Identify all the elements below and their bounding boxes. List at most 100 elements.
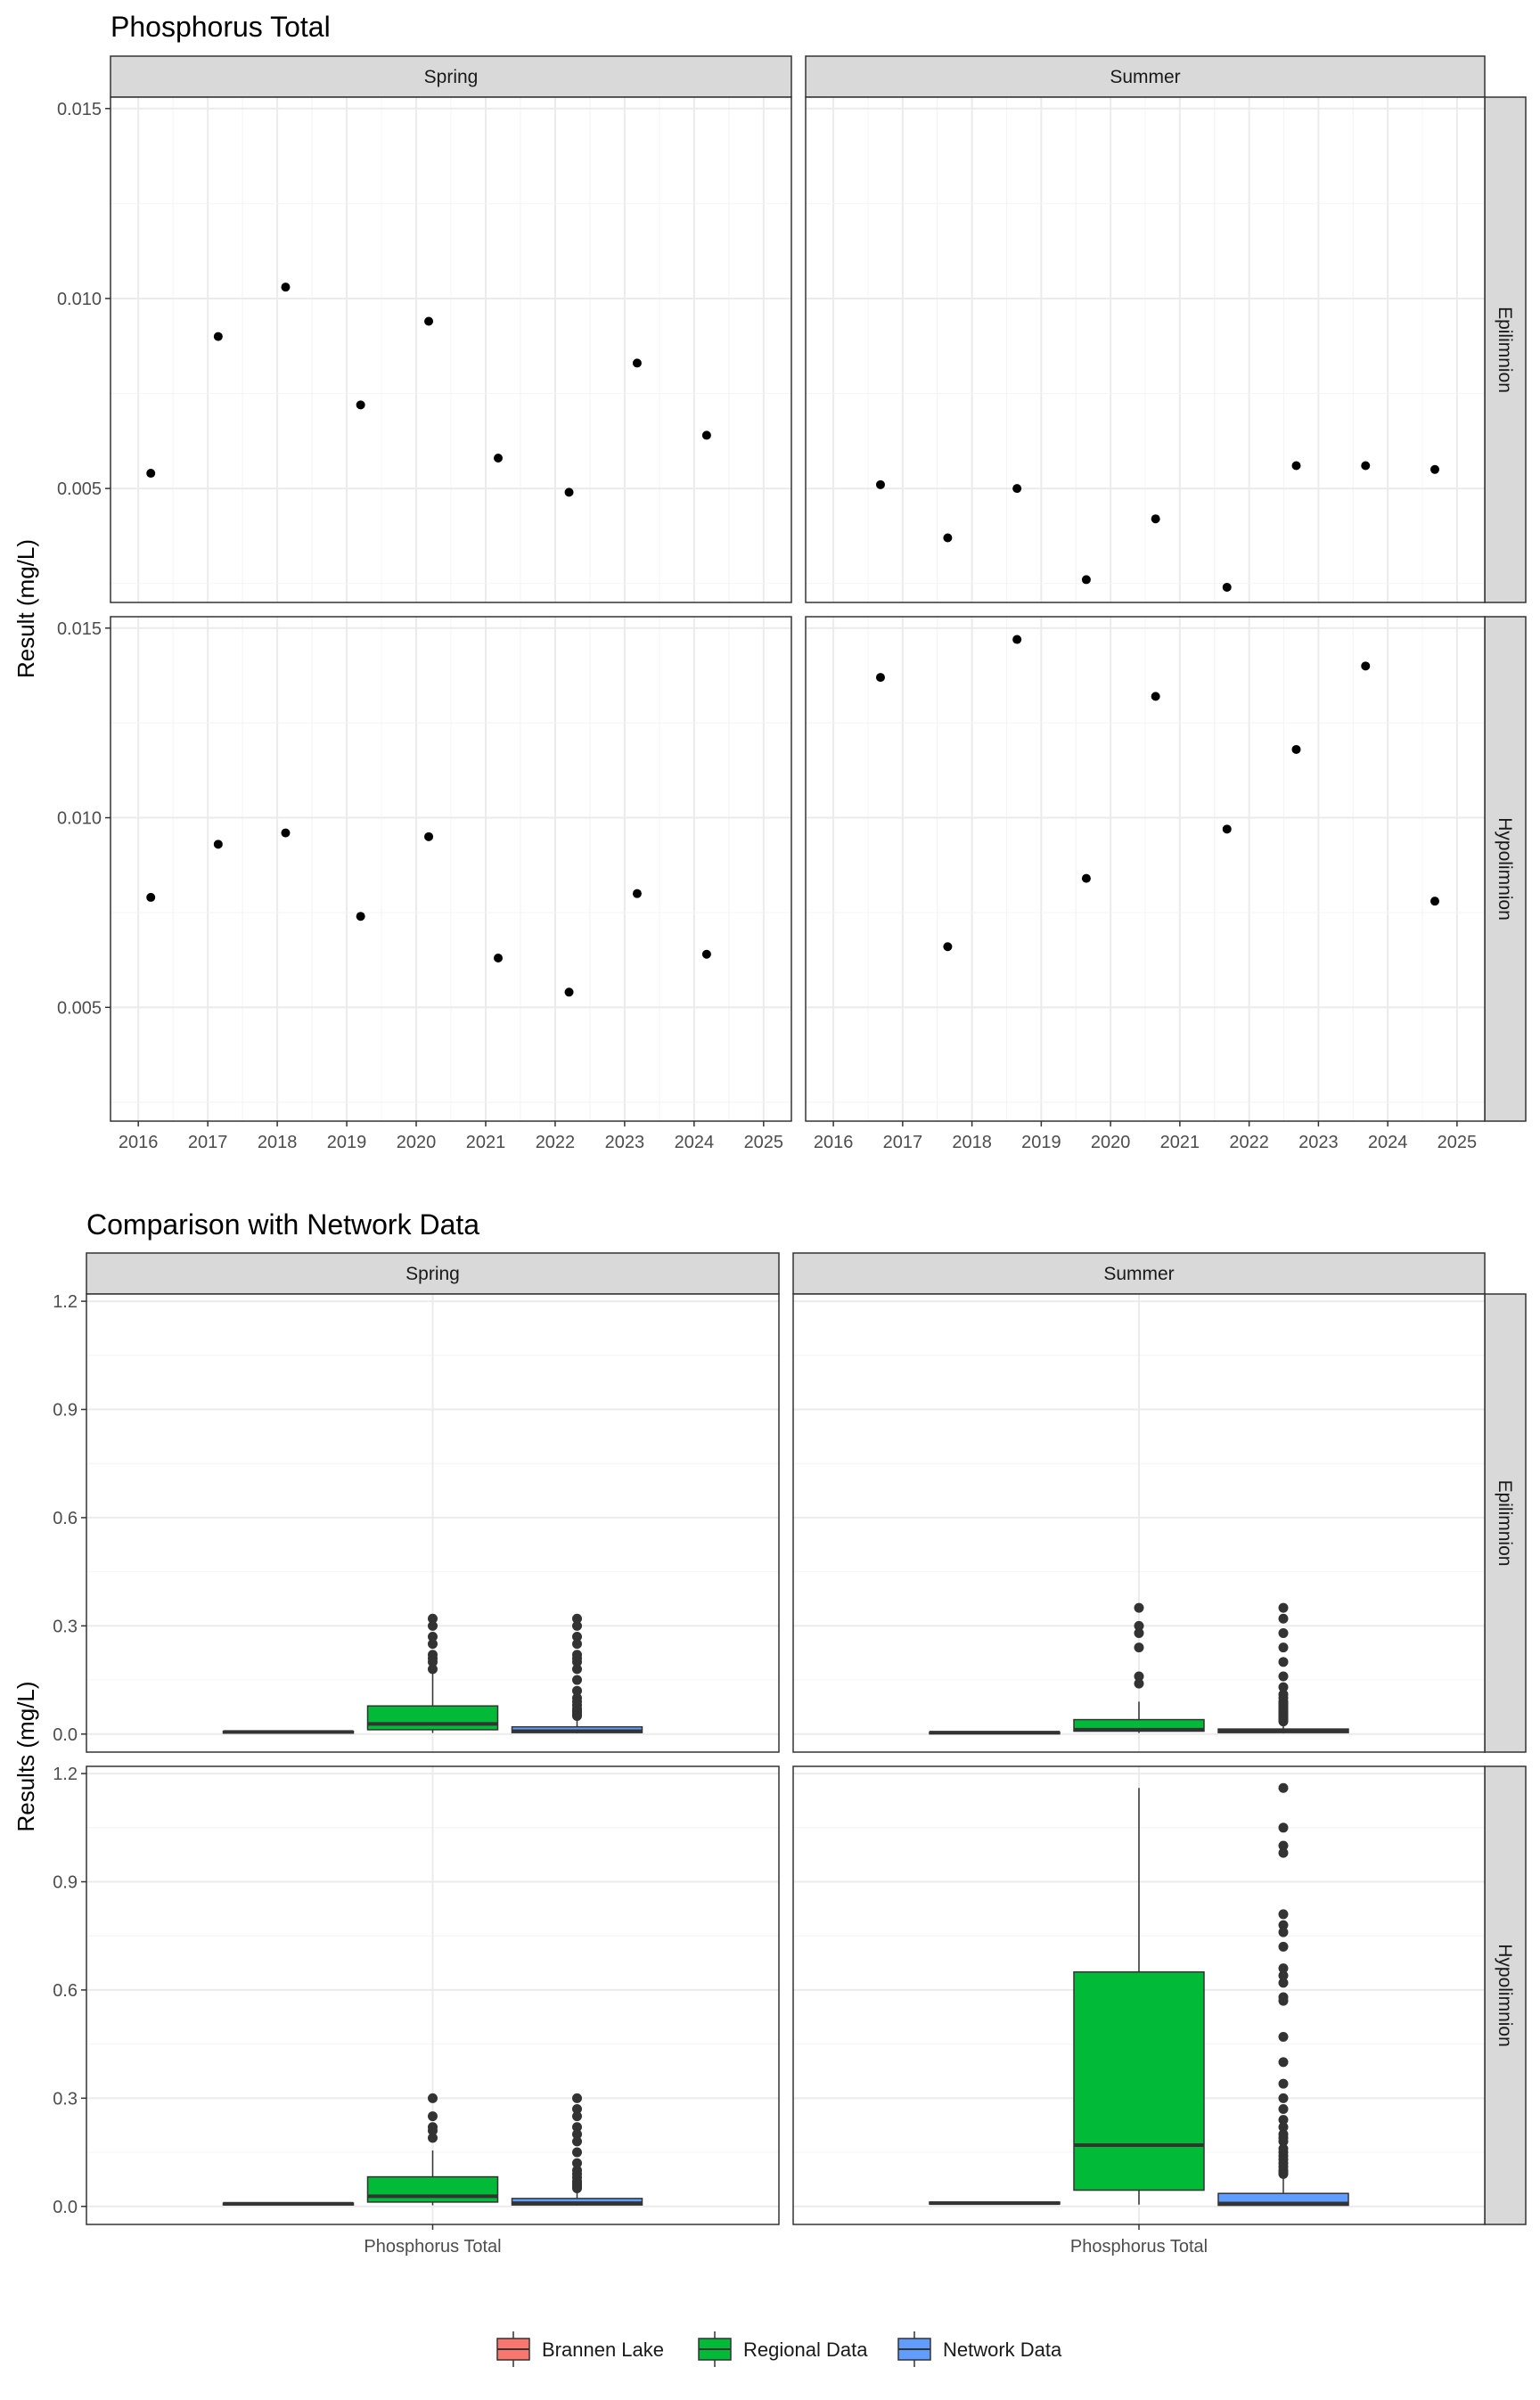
outlier-point [1278, 1642, 1289, 1653]
outlier-point [1134, 1627, 1144, 1638]
x-tick-label: 2020 [397, 1133, 437, 1152]
data-point [632, 358, 642, 368]
outlier-point [428, 1631, 438, 1642]
outlier-point [1278, 1909, 1289, 1920]
outlier-point [572, 2122, 582, 2133]
data-point [943, 942, 953, 952]
box-network-data [1217, 1782, 1349, 2207]
box-network-data [1217, 1602, 1349, 1733]
y-tick-label: 0.010 [57, 809, 102, 829]
panel-spring-hypolimnion [105, 616, 792, 1126]
x-tick-label: 2017 [883, 1133, 923, 1152]
legend-item-brannen-lake [496, 2331, 530, 2367]
outlier-point [1278, 1995, 1289, 2006]
y-tick-label: 1.2 [53, 1765, 78, 1784]
outlier-point [1278, 1602, 1289, 1613]
outlier-point [572, 1675, 582, 1685]
panel-border [792, 1293, 1486, 1753]
outlier-point [1134, 1678, 1144, 1689]
data-point [1012, 635, 1022, 644]
box-body [366, 1705, 499, 1731]
data-point [356, 400, 365, 410]
strip-hypolimnion [1484, 616, 1527, 1122]
outlier-point [572, 1664, 582, 1675]
panel-border [805, 616, 1486, 1122]
x-tick-label: 2017 [188, 1133, 228, 1152]
strip-epilimnion [1484, 96, 1527, 603]
strip-label-hypolimnion: Hypolimnion [1495, 817, 1515, 921]
data-point [701, 949, 711, 959]
x-tick-label: Phosphorus Total [1070, 2237, 1208, 2257]
data-point [356, 912, 365, 922]
outlier-point [428, 2093, 438, 2103]
x-tick-label: 2025 [1438, 1133, 1478, 1152]
data-point [1361, 461, 1371, 471]
strip-label-spring: Spring [405, 1264, 460, 1284]
panel-spring-epilimnion [81, 1293, 780, 1753]
outlier-point [1134, 1671, 1144, 1682]
panel-summer-epilimnion [792, 1293, 1486, 1753]
y-axis-label: Results (mg/L) [12, 1681, 39, 1831]
x-tick-label: 2016 [119, 1133, 159, 1152]
outlier-point [1278, 2057, 1289, 2068]
data-point [1430, 897, 1440, 906]
strip-label-summer: Summer [1103, 1264, 1174, 1284]
outlier-point [428, 1613, 438, 1624]
panel-border [110, 616, 792, 1122]
data-point [875, 673, 885, 683]
strip-label-epilimnion: Epilimnion [1495, 307, 1515, 393]
x-tick-label: 2023 [605, 1133, 645, 1152]
data-point [1081, 873, 1091, 883]
outlier-point [1278, 1847, 1289, 1858]
legend-label: Network Data [943, 2339, 1062, 2361]
strip-label-summer: Summer [1110, 67, 1180, 87]
outlier-point [1278, 2103, 1289, 2114]
data-point [564, 987, 574, 997]
data-point [1222, 582, 1232, 592]
outlier-point [1278, 2115, 1289, 2126]
data-point [1361, 661, 1371, 671]
outlier-point [1278, 1627, 1289, 1638]
data-point [494, 954, 504, 963]
outlier-point [1278, 1613, 1289, 1624]
data-point [943, 533, 953, 543]
x-tick-label: 2022 [1229, 1133, 1269, 1152]
box-brannen-lake [222, 1730, 355, 1734]
outlier-point [1278, 1682, 1289, 1692]
outlier-point [1278, 2168, 1289, 2179]
data-point [875, 479, 885, 489]
panel-border [792, 1765, 1486, 2225]
panel-border [805, 96, 1486, 603]
outlier-point [428, 1657, 438, 1667]
x-tick-label: 2016 [814, 1133, 854, 1152]
x-tick-label: 2019 [1021, 1133, 1061, 1152]
y-tick-label: 0.9 [53, 1873, 78, 1893]
outlier-point [1278, 2122, 1289, 2133]
y-tick-label: 0.015 [57, 100, 102, 119]
outlier-point [1278, 2093, 1289, 2103]
outlier-point [428, 1639, 438, 1650]
data-point [1151, 692, 1160, 701]
data-point [564, 487, 574, 497]
box-brannen-lake [929, 1731, 1061, 1735]
data-point [1012, 484, 1022, 494]
x-tick-label: 2024 [1368, 1133, 1408, 1152]
outlier-point [1278, 1823, 1289, 1833]
outlier-point [1278, 1978, 1289, 1988]
y-tick-label: 0.3 [53, 2089, 78, 2109]
data-point [213, 840, 223, 849]
panel-summer-hypolimnion [792, 1765, 1486, 2230]
y-axis-label: Result (mg/L) [12, 539, 39, 678]
outlier-point [572, 2158, 582, 2168]
outlier-point [1278, 2078, 1289, 2089]
x-tick-label: Phosphorus Total [364, 2237, 501, 2257]
data-point [1291, 744, 1301, 754]
data-point [281, 283, 291, 292]
box-brannen-lake [929, 2201, 1061, 2206]
outlier-point [1278, 1840, 1289, 1851]
chart-title: Comparison with Network Data [86, 1208, 479, 1241]
box-network-data [511, 2093, 643, 2206]
data-point [1151, 514, 1160, 524]
data-point [281, 828, 291, 838]
